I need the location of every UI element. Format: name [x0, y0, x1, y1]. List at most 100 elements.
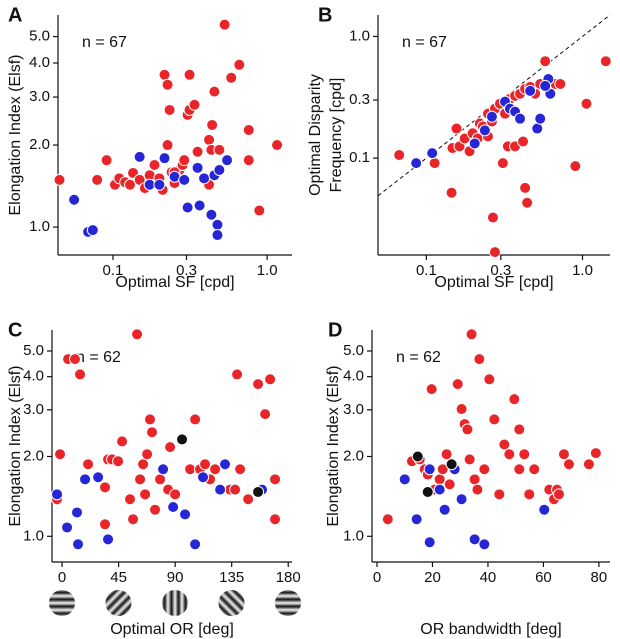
panel: An = 67 0.1 0.3 1.0 1.0 2.0 3.0 4.0 5.0 Optimal S…	[7, 4, 292, 291]
x-tick-label: 0.3	[490, 262, 511, 279]
data-point	[242, 493, 255, 506]
data-point	[124, 493, 137, 506]
data-point	[514, 112, 527, 125]
data-point	[53, 173, 66, 186]
data-point	[242, 154, 255, 167]
data-point	[582, 458, 595, 471]
data-point	[455, 493, 468, 506]
data-point	[471, 483, 484, 496]
y-tick-label: 4.0	[343, 368, 364, 385]
data-point	[451, 378, 464, 391]
data-point	[148, 158, 161, 171]
x-axis-label: Optimal SF [cpd]	[115, 274, 234, 291]
data-point	[554, 77, 567, 90]
data-point	[411, 450, 424, 463]
data-point	[231, 368, 244, 381]
data-point	[164, 441, 177, 454]
data-point	[488, 246, 501, 259]
data-point	[112, 455, 125, 468]
y-tick-label: 1.0	[23, 527, 44, 544]
y-tick-label: 5.0	[23, 342, 44, 359]
x-tick-label: 0.3	[176, 262, 197, 279]
data-point	[599, 55, 612, 68]
data-point	[116, 435, 129, 448]
data-point	[205, 208, 218, 221]
data-point	[213, 163, 226, 176]
data-point	[242, 124, 255, 137]
data-point	[233, 58, 246, 71]
data-point	[259, 408, 272, 421]
data-point	[428, 157, 441, 170]
data-point	[154, 473, 167, 486]
data-point	[269, 513, 282, 526]
data-point	[508, 393, 521, 406]
data-point	[141, 448, 154, 461]
x-axis-label: OR bandwidth [deg]	[420, 621, 561, 638]
x-tick-label: 0.1	[103, 262, 124, 279]
data-point	[253, 204, 266, 217]
data-point	[179, 508, 192, 521]
y-axis-label: Elongation Index (Elsf)	[7, 366, 24, 527]
data-point	[178, 173, 191, 186]
data-point	[517, 135, 530, 148]
panel: Cn = 62 0 45 90 135 180 1.0 2.0 3.0 4.0 5.0 Optimal…	[7, 319, 301, 638]
data-point	[486, 211, 499, 224]
data-point	[134, 473, 147, 486]
grating-icon	[218, 590, 245, 616]
y-axis-label: Optimal Disparity	[307, 74, 324, 196]
y-tick-label: 5.0	[343, 342, 364, 359]
data-point	[465, 328, 478, 341]
data-point	[496, 157, 509, 170]
data-point	[100, 154, 113, 167]
data-point	[219, 458, 232, 471]
x-tick-label: 90	[167, 569, 184, 586]
data-point	[213, 143, 226, 156]
data-point	[493, 488, 506, 501]
data-point	[468, 473, 481, 486]
data-point	[158, 152, 171, 165]
data-point	[478, 538, 491, 551]
x-tick-label: 40	[480, 569, 497, 586]
data-point	[589, 447, 602, 460]
x-tick-label: 1.0	[572, 262, 593, 279]
data-point	[203, 133, 216, 146]
data-point	[124, 178, 137, 191]
data-point	[455, 403, 468, 416]
annotation: n = 62	[396, 349, 441, 366]
panel-label: D	[328, 319, 342, 341]
data-point	[538, 503, 551, 516]
y-axis-label: Frequency [cpd]	[328, 78, 345, 193]
data-point	[157, 463, 170, 476]
data-point	[178, 154, 191, 167]
data-point	[169, 488, 182, 501]
y-axis-label: Elongation Index (Elsf)	[325, 366, 342, 527]
data-point	[161, 78, 174, 91]
data-point	[528, 463, 541, 476]
y-tick-label: 5.0	[29, 28, 50, 45]
data-point	[421, 485, 434, 498]
y-tick-label: 1.0	[29, 218, 50, 235]
data-point	[199, 458, 212, 471]
data-point	[184, 463, 197, 476]
data-point	[252, 485, 265, 498]
data-point	[410, 513, 423, 526]
data-point	[423, 536, 436, 549]
y-tick-label: 3.0	[343, 401, 364, 418]
data-point	[206, 118, 219, 131]
data-point	[461, 423, 474, 436]
data-point	[534, 112, 547, 125]
y-tick-label: 0.1	[349, 149, 370, 166]
x-tick-label: 80	[591, 569, 608, 586]
data-point	[468, 533, 481, 546]
data-point	[183, 68, 196, 81]
data-point	[252, 378, 265, 391]
data-point	[531, 122, 544, 135]
data-point	[92, 471, 105, 484]
data-point	[445, 186, 458, 199]
data-point	[425, 383, 438, 396]
x-tick-label: 45	[110, 569, 127, 586]
data-point	[433, 473, 446, 486]
data-point	[440, 448, 453, 461]
data-point	[488, 413, 501, 426]
data-point	[191, 145, 204, 158]
